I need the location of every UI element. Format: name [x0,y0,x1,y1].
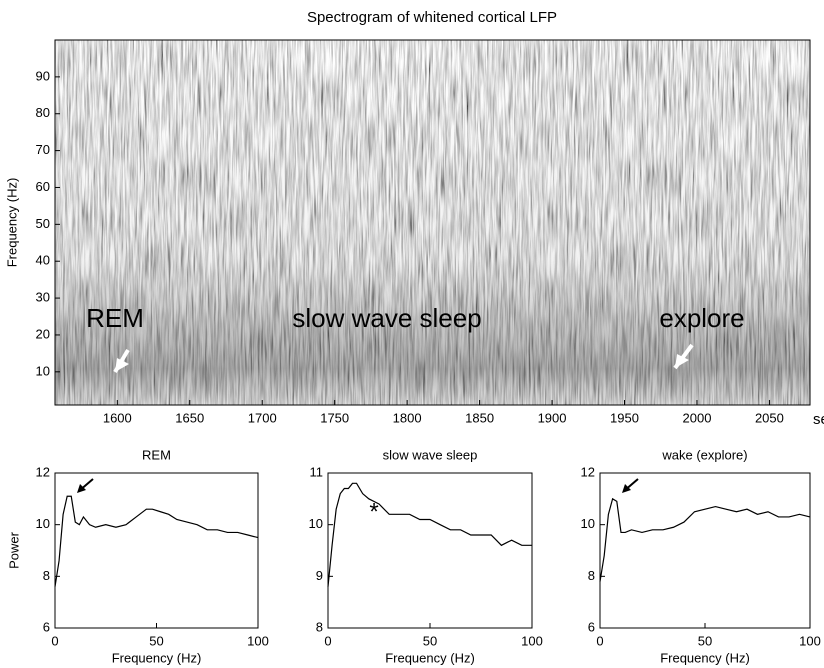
y-tick-label: 6 [43,619,50,634]
arrow-head [622,484,631,493]
x-axis-label: Frequency (Hz) [385,650,475,665]
x-tick-label: 1600 [103,410,132,425]
y-tick-label: 10 [36,363,50,378]
chart-title: slow wave sleep [383,447,478,462]
x-tick-label: 1750 [320,410,349,425]
annotation: REM [86,303,144,333]
x-tick-label: 2000 [683,410,712,425]
annotation: explore [659,303,744,333]
x-tick-label: 50 [423,633,437,648]
y-tick-label: 12 [581,464,595,479]
y-tick-label: 11 [310,464,324,479]
y-tick-label: 9 [316,568,323,583]
y-tick-label: 8 [316,619,323,634]
y-tick-label: 80 [36,105,50,120]
x-tick-label: 0 [51,633,58,648]
chart-title: wake (explore) [661,447,747,462]
annotation: * [369,498,378,525]
chart-title: Spectrogram of whitened cortical LFP [307,9,557,26]
x-axis-label: sec [813,411,824,428]
line [599,497,811,582]
x-axis-label: Frequency (Hz) [660,650,750,665]
y-tick-label: 6 [588,619,595,634]
y-tick-label: 10 [309,516,323,531]
x-tick-label: 100 [521,633,543,648]
x-tick-label: 100 [247,633,269,648]
annotation: slow wave sleep [292,303,481,333]
y-tick-label: 20 [36,326,50,341]
x-tick-label: 1650 [175,410,204,425]
x-tick-label: 1850 [465,410,494,425]
x-tick-label: 1700 [248,410,277,425]
arrow-head [77,484,86,493]
arrow-head [675,354,689,368]
y-tick-label: 8 [43,568,50,583]
x-tick-label: 1950 [610,410,639,425]
x-tick-label: 2050 [755,410,784,425]
arrow-head [115,358,129,372]
line [54,495,259,587]
plot-frame [54,39,811,406]
y-tick-label: 8 [588,568,595,583]
y-tick-label: 60 [36,179,50,194]
spectrogram-shade [55,40,810,405]
chart-title: REM [142,447,171,462]
plot-frame [599,472,811,629]
y-axis-label: Frequency (Hz) [4,178,19,268]
x-tick-label: 0 [324,633,331,648]
x-tick-label: 0 [596,633,603,648]
y-axis-label: Power [6,531,21,569]
x-axis-label: Frequency (Hz) [112,650,202,665]
x-tick-label: 1800 [393,410,422,425]
y-tick-label: 12 [36,464,50,479]
line [327,482,532,587]
y-tick-label: 70 [36,142,50,157]
x-tick-label: 50 [149,633,163,648]
plot-frame [327,472,533,629]
x-tick-label: 1900 [538,410,567,425]
y-tick-label: 30 [36,290,50,305]
y-tick-label: 10 [36,516,50,531]
y-tick-label: 40 [36,253,50,268]
y-tick-label: 90 [36,68,50,83]
y-tick-label: 10 [581,516,595,531]
y-tick-label: 50 [36,216,50,231]
plot-frame [54,472,259,629]
x-tick-label: 100 [799,633,821,648]
x-tick-label: 50 [698,633,712,648]
